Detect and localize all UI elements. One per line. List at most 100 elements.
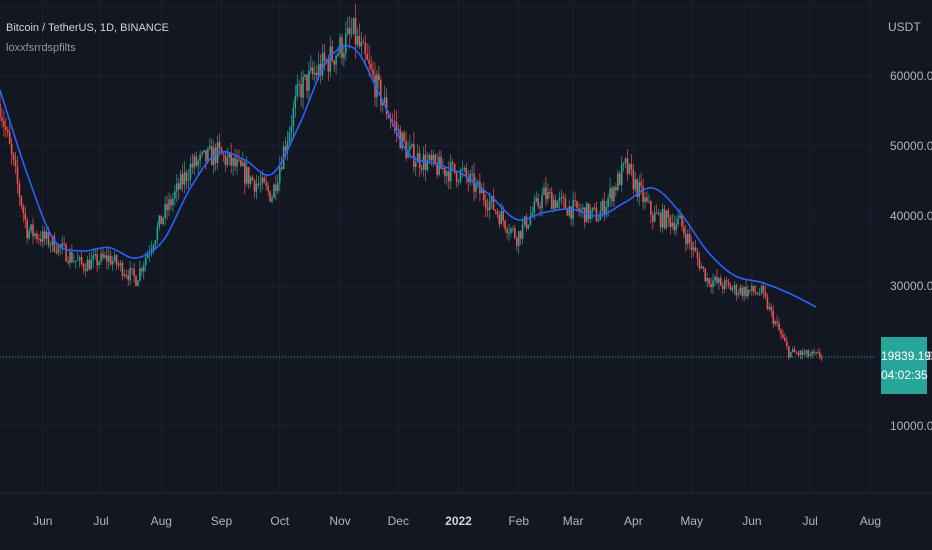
candle-body xyxy=(584,207,586,223)
candle-body xyxy=(444,168,446,177)
candle-body xyxy=(100,253,102,263)
candle-body xyxy=(385,97,388,115)
candle-body xyxy=(240,160,242,167)
candle-body xyxy=(362,42,365,44)
candle-body xyxy=(55,251,58,253)
candle-body xyxy=(32,224,34,236)
candle-body xyxy=(290,126,293,133)
candle-body xyxy=(321,52,324,76)
candle-body xyxy=(688,234,691,243)
candle-body xyxy=(422,154,425,170)
candle-body xyxy=(115,255,118,265)
candle-body xyxy=(236,159,238,167)
candle-body xyxy=(537,198,539,207)
candle-body xyxy=(500,211,503,225)
candle-body xyxy=(380,80,382,106)
candle-body xyxy=(611,188,613,202)
candle-body xyxy=(14,159,17,167)
candle-body xyxy=(714,276,716,281)
candle-body xyxy=(41,231,44,242)
candle-body xyxy=(108,255,110,262)
candle-body xyxy=(733,285,736,289)
candle-body xyxy=(723,280,726,289)
candle-body xyxy=(768,306,771,310)
candle-body xyxy=(325,59,328,61)
candle-body xyxy=(20,196,23,207)
candle-body xyxy=(8,132,11,144)
candle-body xyxy=(554,199,557,209)
candle-body xyxy=(477,181,479,184)
candle-body xyxy=(655,212,658,214)
candle-body xyxy=(195,156,198,166)
candle-body xyxy=(426,160,429,171)
candle-body xyxy=(51,236,54,246)
candle-body xyxy=(30,224,32,231)
candle-body xyxy=(630,163,633,170)
candle-body xyxy=(286,141,289,151)
candle-body xyxy=(543,187,545,196)
candle-body xyxy=(510,228,512,233)
candle-body xyxy=(751,285,753,291)
time-axis[interactable]: Jun Jul Aug Sep Oct Nov Dec 2022 Feb Mar Apr May Jun… xyxy=(33,514,881,528)
candle-body xyxy=(706,277,708,282)
candle-body xyxy=(209,146,211,149)
candle-body xyxy=(673,222,675,231)
candlestick-series xyxy=(0,3,823,362)
candle-body xyxy=(113,255,116,262)
candle-body xyxy=(176,183,178,192)
candle-body xyxy=(772,310,775,324)
candle-body xyxy=(127,275,130,280)
x-tick-label: Mar xyxy=(563,514,584,528)
candle-body xyxy=(296,84,299,97)
candle-body xyxy=(558,197,561,202)
candle-body xyxy=(665,210,668,229)
candle-body xyxy=(690,242,693,251)
candle-body xyxy=(82,263,85,269)
candle-body xyxy=(383,97,386,103)
candle-body xyxy=(504,220,506,229)
candle-body xyxy=(170,199,172,206)
candle-body xyxy=(397,129,400,131)
candle-body xyxy=(263,177,266,183)
candle-body xyxy=(117,264,120,266)
candle-body xyxy=(123,274,126,277)
candle-body xyxy=(106,255,108,262)
candle-body xyxy=(640,182,642,187)
candle-body xyxy=(593,207,596,209)
candle-body xyxy=(278,167,281,183)
candle-body xyxy=(595,207,598,222)
candle-body xyxy=(535,198,538,202)
candle-body xyxy=(753,285,755,293)
candle-body xyxy=(636,179,639,197)
candle-body xyxy=(275,184,277,192)
candle-body xyxy=(811,351,813,355)
candle-body xyxy=(774,321,776,324)
candle-body xyxy=(94,254,96,256)
candle-body xyxy=(224,154,227,165)
candle-body xyxy=(585,203,588,223)
candle-body xyxy=(490,195,493,202)
price-axis[interactable]: 10000.0020000.0030000.0040000.0050000.00… xyxy=(890,69,932,433)
candle-body xyxy=(652,215,654,222)
candle-body xyxy=(337,53,339,56)
candle-body xyxy=(3,120,5,127)
candle-body xyxy=(525,216,528,229)
candle-body xyxy=(16,166,19,184)
candle-body xyxy=(162,217,164,225)
candle-body xyxy=(432,154,435,161)
candle-body xyxy=(80,256,83,264)
candle-body xyxy=(523,216,526,225)
candle-body xyxy=(280,167,283,170)
candle-body xyxy=(88,260,91,270)
candle-body xyxy=(166,204,168,211)
candle-body xyxy=(352,17,355,34)
candle-body xyxy=(181,174,184,185)
candle-body xyxy=(152,245,155,250)
candle-body xyxy=(488,201,491,211)
candle-body xyxy=(150,249,153,253)
candle-body xyxy=(368,59,370,64)
x-tick-label: Jun xyxy=(33,514,52,528)
candle-body xyxy=(492,195,495,210)
candle-body xyxy=(277,182,279,192)
